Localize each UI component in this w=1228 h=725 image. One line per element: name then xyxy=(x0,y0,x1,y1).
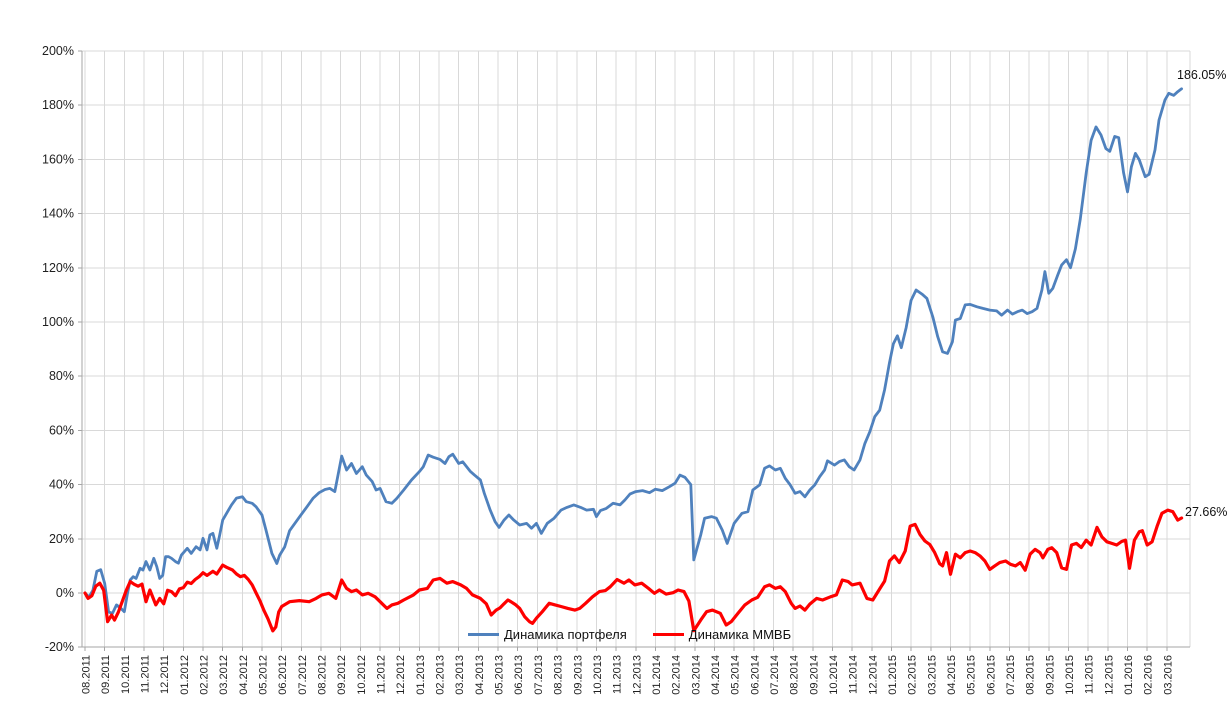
svg-text:08.2015: 08.2015 xyxy=(1025,655,1037,695)
svg-text:200%: 200% xyxy=(42,44,74,58)
svg-text:08.2013: 08.2013 xyxy=(553,655,565,695)
svg-text:10.2015: 10.2015 xyxy=(1064,655,1076,695)
svg-text:07.2013: 07.2013 xyxy=(533,655,545,695)
svg-text:03.2014: 03.2014 xyxy=(690,655,702,695)
svg-text:06.2012: 06.2012 xyxy=(277,655,289,695)
svg-text:03.2016: 03.2016 xyxy=(1162,655,1174,695)
svg-text:11.2015: 11.2015 xyxy=(1084,655,1096,694)
micex-final-value-label: 27.66% xyxy=(1185,505,1227,519)
svg-text:10.2011: 10.2011 xyxy=(120,655,132,694)
svg-text:11.2014: 11.2014 xyxy=(848,655,860,694)
svg-text:09.2011: 09.2011 xyxy=(100,655,112,694)
svg-text:140%: 140% xyxy=(42,207,74,221)
svg-text:12.2012: 12.2012 xyxy=(395,655,407,695)
svg-text:09.2015: 09.2015 xyxy=(1044,655,1056,695)
svg-text:100%: 100% xyxy=(42,315,74,329)
svg-text:04.2014: 04.2014 xyxy=(710,655,722,695)
svg-text:02.2015: 02.2015 xyxy=(907,655,919,695)
legend-item-portfolio[interactable]: Динамика портфеля xyxy=(468,627,627,642)
svg-text:12.2011: 12.2011 xyxy=(159,655,171,694)
svg-text:01.2016: 01.2016 xyxy=(1123,655,1135,695)
svg-text:04.2015: 04.2015 xyxy=(946,655,958,695)
portfolio-final-value-label: 186.05% xyxy=(1177,68,1226,82)
svg-text:10.2014: 10.2014 xyxy=(828,655,840,695)
svg-text:11.2012: 11.2012 xyxy=(376,655,388,694)
svg-text:03.2012: 03.2012 xyxy=(218,655,230,695)
svg-text:04.2012: 04.2012 xyxy=(238,655,250,695)
svg-text:-20%: -20% xyxy=(45,640,74,654)
data-series xyxy=(83,87,1184,633)
svg-text:11.2013: 11.2013 xyxy=(612,655,624,694)
grid-and-axes: 200% 180% 160% 140% 120% 100% 80% 60% 40% 20% 0% -2… xyxy=(42,44,1191,695)
micex-line xyxy=(83,508,1184,633)
svg-text:12.2013: 12.2013 xyxy=(631,655,643,695)
svg-text:0%: 0% xyxy=(56,586,74,600)
legend: Динамика портфеля Динамика ММВБ xyxy=(468,627,791,642)
legend-label-micex: Динамика ММВБ xyxy=(688,627,792,642)
svg-text:05.2015: 05.2015 xyxy=(966,655,978,695)
svg-text:01.2014: 01.2014 xyxy=(651,655,663,695)
svg-text:02.2012: 02.2012 xyxy=(199,655,211,695)
svg-text:09.2014: 09.2014 xyxy=(808,655,820,695)
svg-text:01.2013: 01.2013 xyxy=(415,655,427,695)
svg-text:05.2012: 05.2012 xyxy=(258,655,270,695)
legend-label-portfolio: Динамика портфеля xyxy=(504,627,627,642)
portfolio-line-swatch-icon xyxy=(468,633,499,636)
svg-text:60%: 60% xyxy=(49,423,74,437)
svg-text:07.2012: 07.2012 xyxy=(297,655,309,695)
svg-text:08.2012: 08.2012 xyxy=(317,655,329,695)
svg-text:07.2014: 07.2014 xyxy=(769,655,781,695)
legend-item-micex[interactable]: Динамика ММВБ xyxy=(652,627,792,642)
svg-text:02.2013: 02.2013 xyxy=(435,655,447,695)
svg-text:03.2013: 03.2013 xyxy=(454,655,466,695)
svg-text:06.2014: 06.2014 xyxy=(749,655,761,695)
svg-text:20%: 20% xyxy=(49,532,74,546)
svg-text:40%: 40% xyxy=(49,478,74,492)
portfolio-line xyxy=(83,87,1183,615)
svg-text:08.2014: 08.2014 xyxy=(789,655,801,695)
svg-text:03.2015: 03.2015 xyxy=(926,655,938,695)
svg-text:06.2013: 06.2013 xyxy=(513,655,525,695)
svg-text:160%: 160% xyxy=(42,152,74,166)
svg-text:05.2014: 05.2014 xyxy=(730,655,742,695)
svg-text:01.2012: 01.2012 xyxy=(179,655,191,695)
svg-text:05.2013: 05.2013 xyxy=(494,655,506,695)
svg-text:06.2015: 06.2015 xyxy=(985,655,997,695)
svg-text:04.2013: 04.2013 xyxy=(474,655,486,695)
svg-text:01.2015: 01.2015 xyxy=(887,655,899,695)
svg-text:09.2013: 09.2013 xyxy=(572,655,584,695)
svg-text:11.2011: 11.2011 xyxy=(140,655,152,693)
micex-line-swatch-icon xyxy=(652,633,684,636)
svg-text:02.2014: 02.2014 xyxy=(671,655,683,695)
svg-text:80%: 80% xyxy=(49,369,74,383)
svg-text:180%: 180% xyxy=(42,98,74,112)
svg-text:07.2015: 07.2015 xyxy=(1005,655,1017,695)
svg-text:08.2011: 08.2011 xyxy=(81,655,93,694)
svg-text:02.2016: 02.2016 xyxy=(1143,655,1155,695)
svg-text:12.2015: 12.2015 xyxy=(1103,655,1115,695)
svg-text:09.2012: 09.2012 xyxy=(336,655,348,695)
svg-text:10.2013: 10.2013 xyxy=(592,655,604,695)
svg-text:120%: 120% xyxy=(42,261,74,275)
svg-text:10.2012: 10.2012 xyxy=(356,655,368,695)
svg-text:12.2014: 12.2014 xyxy=(867,655,879,695)
